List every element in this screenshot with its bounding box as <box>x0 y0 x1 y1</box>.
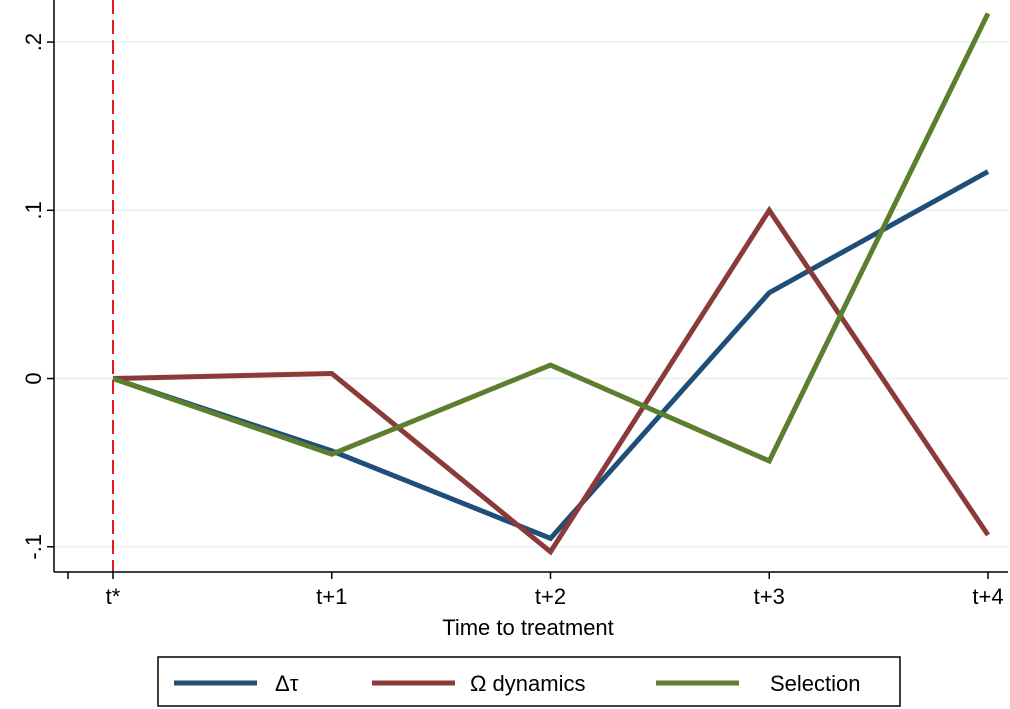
legend-box <box>157 656 901 707</box>
axes <box>53 0 1008 573</box>
y-tick-label-3: .2 <box>21 33 46 51</box>
x-axis-ticks: t* t+1 t+2 t+3 t+4 <box>67 572 1004 609</box>
x-tick-label-2: t+2 <box>535 584 566 609</box>
y-tick-label-1: 0 <box>21 372 46 384</box>
series-line-0 <box>112 169 990 542</box>
grid-lines <box>54 41 1008 548</box>
legend-label-2: Selection <box>770 671 861 696</box>
y-tick-label-2: .1 <box>21 201 46 219</box>
x-axis-label: Time to treatment <box>442 615 614 640</box>
legend-label-0: Δτ <box>275 671 299 696</box>
legend-label-1: Ω dynamics <box>470 671 585 696</box>
x-tick-label-4: t+4 <box>972 584 1003 609</box>
x-tick-label-0: t* <box>106 584 121 609</box>
y-axis-ticks: -.1 0 .1 .2 <box>21 33 54 560</box>
series-line-1 <box>112 205 991 556</box>
series-lines <box>112 12 991 556</box>
x-tick-label-1: t+1 <box>316 584 347 609</box>
y-tick-label-0: -.1 <box>21 534 46 560</box>
x-tick-label-3: t+3 <box>754 584 785 609</box>
series-line-2 <box>112 12 991 465</box>
legend: Δτ Ω dynamics Selection <box>157 656 901 707</box>
